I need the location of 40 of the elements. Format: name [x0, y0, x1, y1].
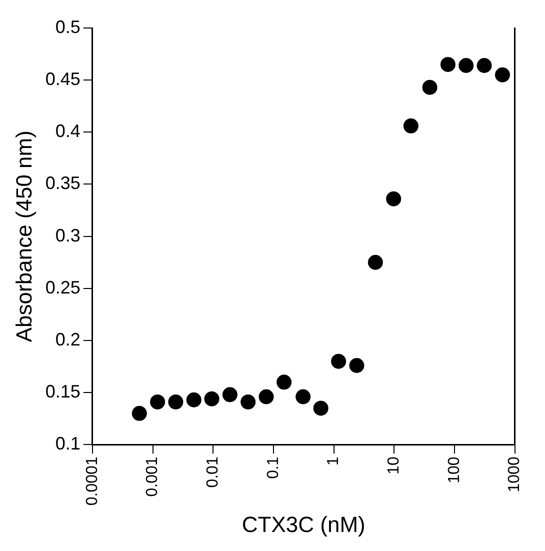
point: [422, 80, 438, 95]
x-tick-label: 100: [446, 456, 463, 484]
y-tick-label: 0.5: [55, 16, 80, 37]
point: [494, 67, 510, 82]
point: [258, 389, 274, 404]
point: [132, 406, 147, 421]
point: [186, 392, 202, 408]
y-tick-label: 0.45: [45, 69, 80, 90]
point: [349, 358, 364, 373]
y-tick-label: 0.35: [45, 173, 80, 194]
y-tick-label: 0.1: [55, 434, 80, 454]
point: [386, 191, 402, 206]
point: [296, 389, 311, 404]
x-axis-title: CTX3C (nM): [242, 512, 366, 537]
x-tick-label: 0.0001: [84, 456, 101, 506]
x-tick-label: 0.001: [144, 456, 162, 497]
x-tick-label: 10: [386, 456, 403, 474]
y-tick-label: 0.2: [55, 329, 80, 350]
x-tick-label: 0.1: [264, 456, 282, 479]
x-tick-label: 1000: [506, 456, 524, 492]
point: [204, 391, 220, 406]
y-tick-label: 0.4: [55, 121, 80, 142]
x-tick-label: 0.01: [204, 456, 222, 488]
point: [222, 387, 238, 402]
point: [313, 400, 328, 416]
x-tick-label: 1: [325, 456, 342, 466]
point: [331, 354, 346, 369]
point: [476, 58, 492, 73]
point: [240, 394, 256, 410]
point: [458, 58, 474, 73]
point: [150, 394, 166, 410]
y-tick-label: 0.25: [45, 277, 80, 298]
point: [440, 56, 456, 72]
point: [168, 394, 184, 410]
point: [276, 374, 292, 390]
point: [403, 118, 418, 134]
point: [368, 254, 383, 270]
y-axis-title: Absorbance (450 nm): [11, 130, 36, 342]
y-tick-label: 0.15: [45, 382, 80, 402]
y-tick-label: 0.3: [55, 225, 80, 246]
